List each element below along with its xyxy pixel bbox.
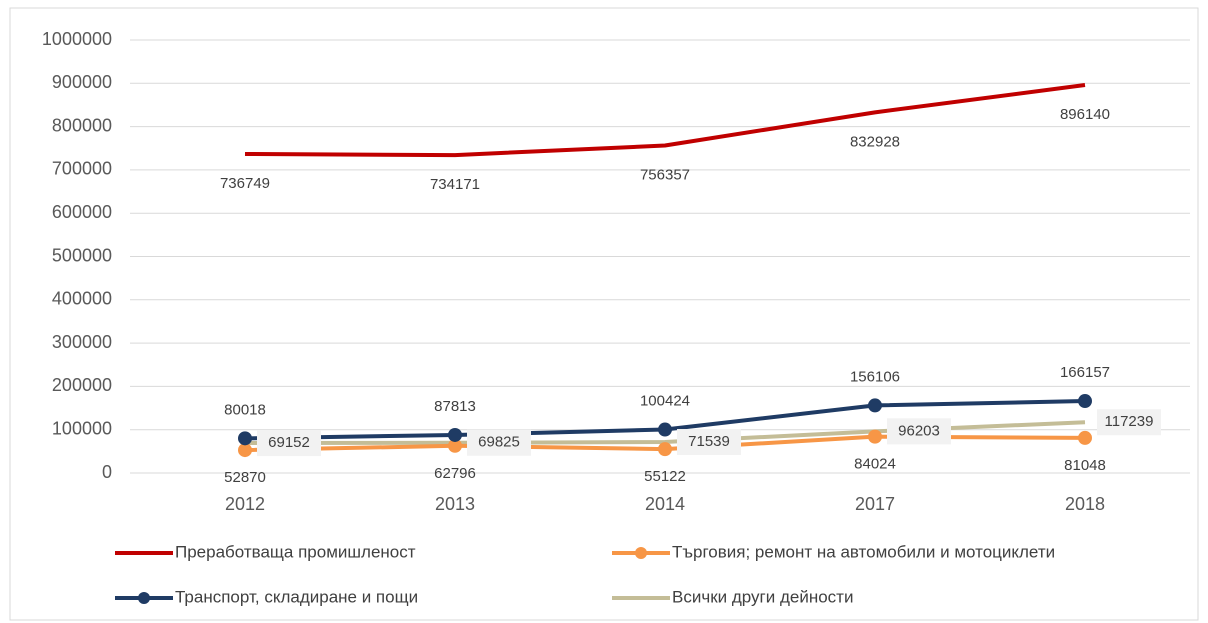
y-tick-label: 700000 — [52, 159, 112, 179]
point-marker — [658, 422, 672, 437]
y-tick-label: 200000 — [52, 375, 112, 395]
data-label: 117239 — [1105, 413, 1154, 430]
label-box — [887, 418, 951, 445]
y-tick-label: 100000 — [52, 418, 112, 438]
label-box — [1097, 409, 1161, 436]
label-box — [257, 430, 321, 457]
data-label: 80018 — [224, 401, 266, 418]
data-label: 736749 — [220, 175, 270, 192]
point-marker — [238, 431, 252, 446]
x-tick-label: 2018 — [1065, 494, 1105, 514]
x-tick-label: 2013 — [435, 494, 475, 514]
data-label: 756357 — [640, 166, 690, 183]
point-marker — [238, 443, 252, 458]
point-marker — [868, 398, 882, 413]
y-tick-label: 900000 — [52, 72, 112, 92]
series-line — [244, 82, 1086, 158]
point-marker — [658, 442, 672, 457]
y-tick-label: 300000 — [52, 332, 112, 352]
y-tick-label: 600000 — [52, 202, 112, 222]
legend-marker — [138, 592, 150, 604]
legend-label: Търговия; ремонт на автомобили и мотоцик… — [672, 542, 1055, 561]
data-label: 96203 — [898, 422, 940, 439]
data-label: 71539 — [688, 433, 730, 450]
data-label: 69152 — [268, 434, 310, 451]
data-label: 69825 — [478, 434, 520, 451]
data-label: 100424 — [640, 392, 690, 409]
y-tick-label: 1000000 — [42, 29, 112, 49]
point-marker — [1078, 430, 1092, 445]
data-label: 156106 — [850, 368, 900, 385]
y-tick-label: 500000 — [52, 245, 112, 265]
data-label: 52870 — [224, 469, 266, 486]
data-label: 81048 — [1064, 457, 1106, 474]
data-label: 166157 — [1060, 364, 1110, 381]
label-box — [467, 429, 531, 456]
data-label: 734171 — [430, 176, 480, 193]
y-tick-label: 800000 — [52, 115, 112, 135]
legend-label: Преработваща промишленост — [175, 542, 416, 561]
data-label: 62796 — [434, 465, 476, 482]
point-marker — [1078, 394, 1092, 409]
x-tick-label: 2017 — [855, 494, 895, 514]
data-label: 832928 — [850, 133, 900, 150]
point-marker — [448, 427, 462, 442]
x-tick-label: 2012 — [225, 494, 265, 514]
y-tick-label: 400000 — [52, 289, 112, 309]
data-label: 87813 — [434, 398, 476, 415]
label-box — [677, 429, 741, 456]
y-tick-label: 0 — [102, 462, 112, 482]
legend-marker — [635, 547, 647, 559]
point-marker — [868, 429, 882, 444]
data-label: 896140 — [1060, 106, 1110, 123]
chart-border — [9, 7, 1199, 621]
legend-label: Всички други дейности — [672, 587, 853, 606]
data-label: 55122 — [644, 468, 686, 485]
point-marker — [448, 438, 462, 453]
x-tick-label: 2014 — [645, 494, 685, 514]
data-label: 84024 — [854, 456, 896, 473]
legend-label: Транспорт, складиране и пощи — [175, 587, 418, 606]
